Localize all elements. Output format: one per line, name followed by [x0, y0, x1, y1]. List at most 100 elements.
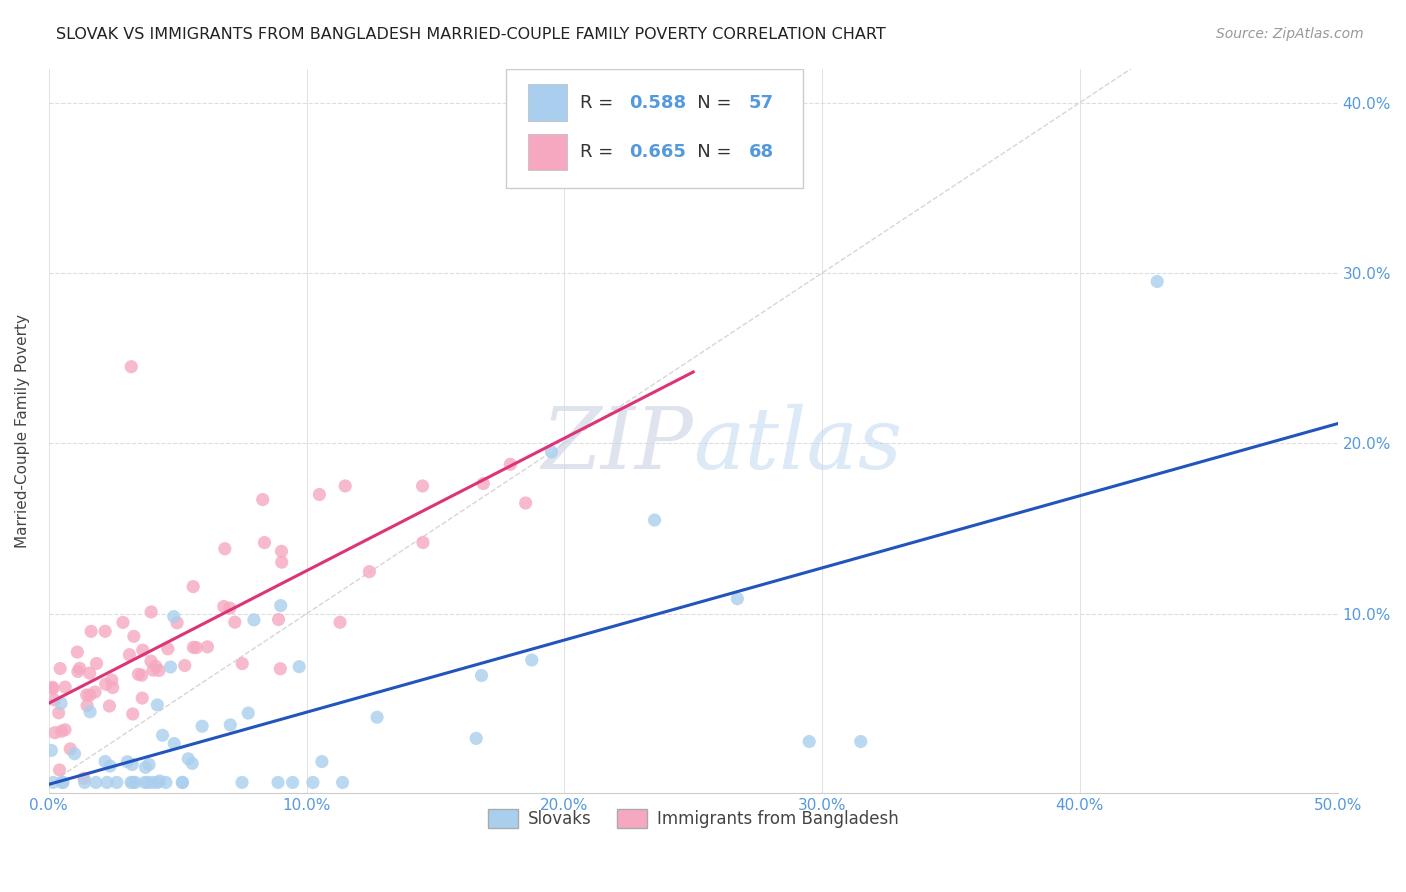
Point	[44, 693, 66, 707]
Point	[849, 734, 872, 748]
Point	[269, 662, 291, 676]
Legend: Slovaks, Immigrants from Bangladesh: Slovaks, Immigrants from Bangladesh	[481, 803, 905, 835]
Text: Source: ZipAtlas.com: Source: ZipAtlas.com	[1216, 27, 1364, 41]
FancyBboxPatch shape	[506, 69, 803, 188]
Point	[122, 629, 145, 643]
Point	[163, 737, 186, 751]
Point	[41, 680, 63, 694]
Point	[231, 657, 253, 671]
Point	[163, 609, 186, 624]
Point	[725, 591, 748, 606]
Point	[183, 640, 205, 655]
Point	[231, 775, 253, 789]
Point	[101, 681, 124, 695]
Point	[465, 731, 488, 746]
Point	[124, 775, 146, 789]
Point	[146, 698, 169, 712]
Text: R =: R =	[579, 143, 619, 161]
Point	[86, 657, 108, 671]
Point	[267, 613, 290, 627]
Point	[470, 668, 492, 682]
Point	[520, 653, 543, 667]
Point	[139, 605, 162, 619]
Point	[111, 615, 134, 630]
Point	[142, 663, 165, 677]
Point	[197, 640, 219, 654]
Point	[73, 772, 96, 786]
Point	[59, 742, 82, 756]
Point	[142, 775, 165, 789]
Text: N =: N =	[681, 94, 738, 112]
Point	[214, 541, 236, 556]
Point	[53, 723, 76, 737]
Point	[41, 743, 63, 757]
Point	[412, 535, 434, 549]
Point	[166, 615, 188, 630]
Point	[644, 513, 666, 527]
Point	[134, 775, 156, 789]
Text: 57: 57	[748, 94, 773, 112]
Point	[131, 691, 153, 706]
Point	[127, 667, 149, 681]
Point	[138, 757, 160, 772]
Point	[472, 476, 495, 491]
Point	[149, 774, 172, 789]
Point	[120, 359, 142, 374]
Text: N =: N =	[681, 143, 738, 161]
Point	[49, 661, 72, 675]
Point	[238, 706, 260, 720]
Point	[131, 668, 153, 682]
Point	[252, 492, 274, 507]
Point	[799, 734, 821, 748]
Point	[148, 664, 170, 678]
Point	[243, 613, 266, 627]
Point	[117, 755, 139, 769]
Point	[152, 728, 174, 742]
Point	[267, 775, 290, 789]
Point	[335, 479, 357, 493]
Point	[69, 661, 91, 675]
Point	[42, 681, 65, 696]
Point	[366, 710, 388, 724]
Point	[270, 599, 292, 613]
Point	[281, 775, 304, 789]
Point	[79, 705, 101, 719]
Point	[118, 648, 141, 662]
Point	[98, 698, 121, 713]
Point	[121, 706, 143, 721]
Point	[49, 696, 72, 710]
Point	[302, 775, 325, 789]
Text: 68: 68	[748, 143, 773, 161]
Point	[66, 665, 89, 679]
Point	[44, 725, 66, 739]
Point	[311, 755, 333, 769]
Point	[132, 643, 155, 657]
Point	[96, 775, 118, 789]
Point	[181, 756, 204, 771]
Text: ZIP: ZIP	[541, 404, 693, 486]
Point	[145, 659, 167, 673]
Point	[51, 775, 73, 789]
Point	[42, 775, 65, 789]
Point	[98, 759, 121, 773]
Point	[121, 775, 143, 789]
Point	[181, 580, 204, 594]
Point	[94, 624, 117, 639]
Point	[76, 698, 98, 713]
Text: R =: R =	[579, 94, 619, 112]
Point	[540, 445, 562, 459]
FancyBboxPatch shape	[529, 134, 567, 169]
Point	[79, 688, 101, 702]
Point	[177, 752, 200, 766]
Point	[66, 645, 89, 659]
Point	[73, 775, 96, 789]
Text: atlas: atlas	[693, 404, 903, 486]
Point	[79, 666, 101, 681]
Point	[139, 654, 162, 668]
Text: 0.588: 0.588	[628, 94, 686, 112]
Point	[515, 496, 537, 510]
Point	[270, 555, 292, 569]
Point	[76, 688, 98, 702]
Point	[219, 718, 242, 732]
Text: SLOVAK VS IMMIGRANTS FROM BANGLADESH MARRIED-COUPLE FAMILY POVERTY CORRELATION C: SLOVAK VS IMMIGRANTS FROM BANGLADESH MAR…	[56, 27, 886, 42]
